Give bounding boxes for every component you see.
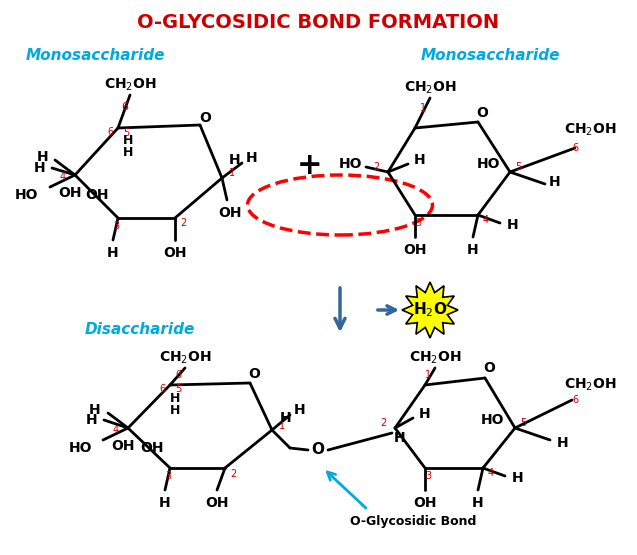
Text: H: H [414, 153, 426, 167]
Text: H: H [170, 403, 180, 416]
Text: H: H [89, 403, 101, 417]
Text: H: H [123, 145, 133, 159]
Text: H: H [37, 150, 49, 164]
Text: O: O [476, 106, 488, 120]
Text: CH$_2$OH: CH$_2$OH [409, 350, 461, 366]
Text: Disaccharide: Disaccharide [85, 322, 195, 337]
Text: 1: 1 [425, 370, 431, 380]
Text: 2: 2 [380, 418, 386, 428]
Text: OH: OH [403, 243, 427, 257]
Text: 3: 3 [415, 218, 421, 228]
Text: OH: OH [140, 441, 164, 455]
Text: 4: 4 [113, 425, 119, 435]
Text: O-Glycosidic Bond: O-Glycosidic Bond [350, 516, 476, 528]
Text: H: H [472, 496, 484, 510]
Text: H: H [512, 471, 524, 485]
Text: 1: 1 [279, 421, 285, 431]
Text: CH$_2$OH: CH$_2$OH [104, 77, 156, 93]
Text: O-GLYCOSIDIC BOND FORMATION: O-GLYCOSIDIC BOND FORMATION [137, 13, 499, 32]
Text: H: H [419, 407, 431, 421]
Text: Monosaccharide: Monosaccharide [25, 48, 165, 63]
Text: OH: OH [218, 206, 242, 220]
Text: Monosaccharide: Monosaccharide [420, 48, 560, 63]
Text: OH: OH [163, 246, 187, 260]
Text: 2: 2 [230, 469, 236, 479]
Text: CH$_2$OH: CH$_2$OH [404, 80, 456, 96]
Text: HO: HO [68, 441, 92, 455]
Text: 3: 3 [113, 221, 119, 231]
Text: OH: OH [413, 496, 437, 510]
Text: H: H [467, 243, 479, 257]
Text: 3: 3 [165, 471, 171, 481]
Text: H: H [34, 161, 46, 175]
Text: H: H [107, 246, 119, 260]
Text: H: H [294, 403, 306, 417]
Text: CH$_2$OH: CH$_2$OH [564, 122, 617, 138]
Text: 6: 6 [572, 143, 578, 153]
Text: H: H [86, 413, 98, 427]
Text: HO: HO [476, 157, 500, 171]
Text: O: O [483, 361, 495, 375]
Text: CH$_2$OH: CH$_2$OH [159, 350, 211, 366]
Text: 4: 4 [488, 468, 494, 478]
Text: 6: 6 [175, 370, 181, 380]
Text: OH: OH [85, 188, 109, 202]
Text: H: H [170, 391, 180, 405]
Text: 5: 5 [515, 162, 521, 172]
Text: O: O [248, 367, 260, 381]
Text: 4: 4 [60, 172, 66, 182]
Text: 1: 1 [420, 103, 426, 113]
Text: H: H [394, 431, 406, 445]
Text: O: O [311, 442, 324, 457]
Text: HO: HO [481, 413, 505, 427]
Text: 5: 5 [123, 128, 129, 138]
Text: H: H [229, 153, 241, 167]
Text: 6: 6 [107, 127, 113, 137]
Text: 6: 6 [159, 384, 165, 394]
Text: 2: 2 [180, 218, 186, 228]
Text: 4: 4 [483, 215, 489, 225]
Text: H: H [123, 134, 133, 147]
Text: 5: 5 [175, 384, 181, 394]
Text: 6: 6 [122, 102, 129, 112]
Text: OH: OH [58, 186, 82, 200]
Text: O: O [199, 111, 211, 125]
Text: H: H [159, 496, 171, 510]
Text: 6: 6 [572, 395, 578, 405]
Text: 1: 1 [229, 168, 235, 178]
Text: 5: 5 [520, 418, 526, 428]
Text: H: H [507, 218, 519, 232]
Polygon shape [402, 282, 458, 338]
Text: H: H [280, 411, 292, 425]
Text: H$_2$O: H$_2$O [413, 301, 447, 319]
Text: CH$_2$OH: CH$_2$OH [564, 377, 617, 393]
Text: 2: 2 [373, 162, 379, 172]
Text: OH: OH [111, 439, 135, 453]
Text: HO: HO [338, 157, 362, 171]
Text: HO: HO [15, 188, 39, 202]
Text: 3: 3 [425, 471, 431, 481]
Text: H: H [246, 151, 258, 165]
Text: +: + [297, 150, 323, 179]
Text: OH: OH [205, 496, 229, 510]
Text: H: H [557, 436, 569, 450]
Text: H: H [549, 175, 561, 189]
